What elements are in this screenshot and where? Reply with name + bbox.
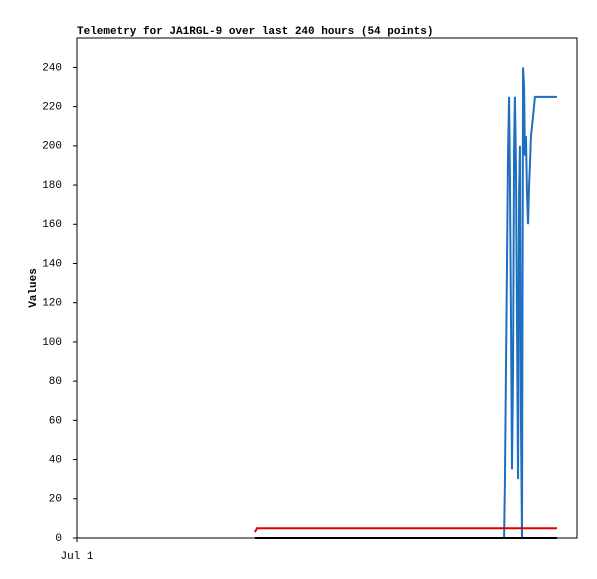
y-tick-label: 140: [42, 258, 62, 270]
y-tick-label: 20: [49, 494, 62, 506]
y-tick-label: 40: [49, 454, 62, 466]
y-tick-label: 120: [42, 298, 62, 310]
y-axis-label: Values: [28, 268, 40, 308]
y-tick-label: 220: [42, 102, 62, 114]
plot-frame: [76, 37, 578, 539]
x-tick-label: Jul 1: [60, 551, 93, 563]
series-line: [503, 67, 557, 539]
y-tick-label: 80: [49, 376, 62, 388]
y-tick-label: 180: [42, 180, 62, 192]
y-tick-label: 0: [55, 533, 62, 545]
y-tick-label: 100: [42, 337, 62, 349]
y-tick-label: 240: [42, 62, 62, 74]
y-tick-label: 160: [42, 219, 62, 231]
chart-title: Telemetry for JA1RGL-9 over last 240 hou…: [77, 26, 433, 38]
y-tick-label: 200: [42, 141, 62, 153]
y-tick-label: 60: [49, 415, 62, 427]
series-line: [254, 527, 557, 533]
